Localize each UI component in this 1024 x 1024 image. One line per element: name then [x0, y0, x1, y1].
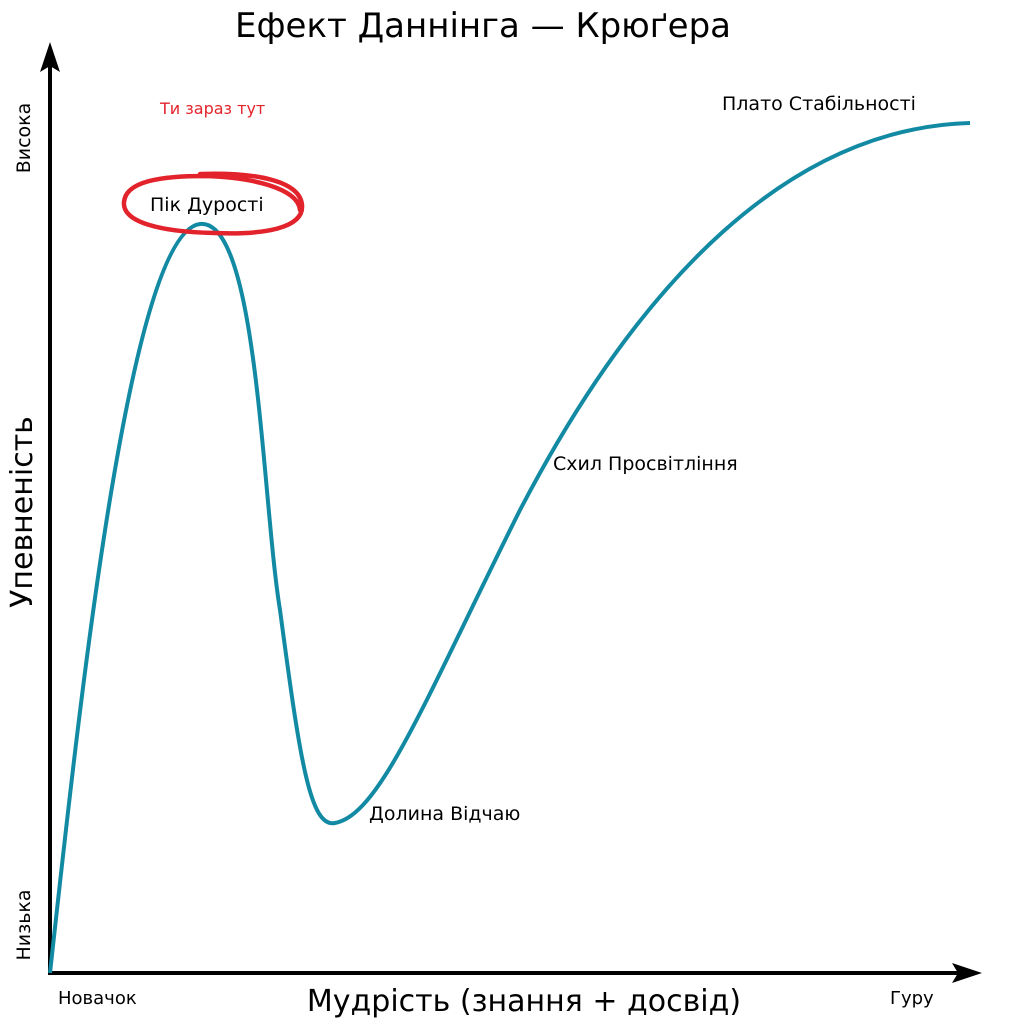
title: Ефект Даннінга — Крюґера [235, 6, 731, 46]
valley-label: Долина Відчаю [369, 803, 520, 825]
y-axis-arrow [40, 42, 60, 72]
peak-label: Пік Дурості [150, 194, 264, 216]
y-high-label: Висока [13, 103, 35, 174]
x-start-label: Новачок [58, 988, 137, 1009]
x-axis-label: Мудрість (знання + досвід) [307, 984, 741, 1019]
y-axis-label: Упевненість [5, 416, 40, 608]
slope-label: Схил Просвітління [553, 453, 738, 475]
you-are-here: Ти зараз тут [159, 99, 265, 118]
x-end-label: Гуру [890, 988, 934, 1009]
x-axis-arrow [952, 963, 982, 983]
curve [48, 121, 971, 974]
highlight-ellipse [121, 171, 305, 236]
y-low-label: Низька [13, 889, 35, 960]
plateau-label: Плато Стабільності [722, 93, 916, 115]
